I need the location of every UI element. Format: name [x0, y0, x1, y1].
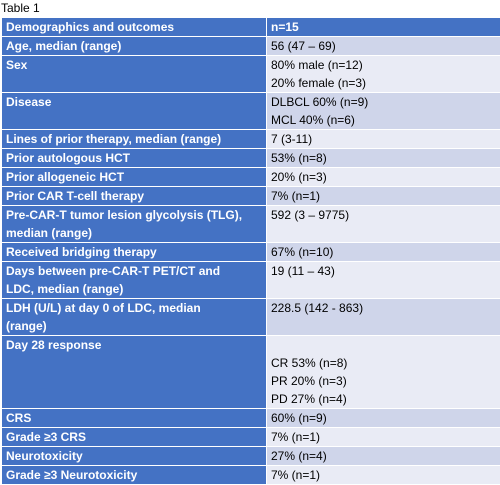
- row-label-cell: Prior CAR T-cell therapy: [2, 187, 267, 206]
- row-value-cell: 7% (n=1): [267, 187, 500, 206]
- row-value-cell: 67% (n=10): [267, 243, 500, 262]
- row-value-text: 7 (3-11): [271, 130, 496, 148]
- table-caption: Table 1: [1, 0, 40, 16]
- row-label-text: Grade ≥3 Neurotoxicity: [6, 466, 262, 484]
- table-row: Pre-CAR-T tumor lesion glycolysis (TLG),…: [2, 206, 500, 243]
- table-row: Prior autologous HCT 53% (n=8): [2, 149, 500, 168]
- row-label-text: LDH (U/L) at day 0 of LDC, median: [6, 299, 262, 317]
- row-label-text: Neurotoxicity: [6, 447, 262, 465]
- demographics-table: Demographics and outcomes n=15 Age, medi…: [1, 17, 500, 485]
- row-label-text: median (range): [6, 224, 262, 242]
- row-value-text: 60% (n=9): [271, 409, 496, 427]
- row-label-cell: Pre-CAR-T tumor lesion glycolysis (TLG),…: [2, 206, 267, 243]
- row-value-cell: 60% (n=9): [267, 409, 500, 428]
- row-label-cell: Received bridging therapy: [2, 243, 267, 262]
- row-label-text: Age, median (range): [6, 37, 262, 55]
- row-value-text: 27% (n=4): [271, 447, 496, 465]
- row-label-cell: Lines of prior therapy, median (range): [2, 130, 267, 149]
- row-value-text: 592 (3 – 9775): [271, 206, 496, 224]
- row-value-text: 7% (n=1): [271, 466, 496, 484]
- row-label-text: Pre-CAR-T tumor lesion glycolysis (TLG),: [6, 206, 262, 224]
- row-label-cell: Prior autologous HCT: [2, 149, 267, 168]
- header-label-cell: Demographics and outcomes: [2, 18, 267, 37]
- table-row: Disease DLBCL 60% (n=9)MCL 40% (n=6): [2, 93, 500, 130]
- row-label-text: Prior autologous HCT: [6, 149, 262, 167]
- row-value-text: 67% (n=10): [271, 243, 496, 261]
- table-body: Age, median (range) 56 (47 – 69) Sex 80% ma…: [2, 37, 500, 485]
- table-row: Received bridging therapy 67% (n=10): [2, 243, 500, 262]
- table-header-row: Demographics and outcomes n=15: [2, 18, 500, 37]
- row-label-cell: CRS: [2, 409, 267, 428]
- row-label-cell: Grade ≥3 CRS: [2, 428, 267, 447]
- table-row: Grade ≥3 CRS 7% (n=1): [2, 428, 500, 447]
- row-value-cell: 592 (3 – 9775): [267, 206, 500, 243]
- row-label-text: Lines of prior therapy, median (range): [6, 130, 262, 148]
- row-value-text: [271, 336, 496, 354]
- row-label-text: Disease: [6, 93, 262, 111]
- table-row: Neurotoxicity 27% (n=4): [2, 447, 500, 466]
- row-value-text: PR 20% (n=3): [271, 372, 496, 390]
- row-value-cell: 228.5 (142 - 863): [267, 299, 500, 336]
- row-value-cell: 27% (n=4): [267, 447, 500, 466]
- row-value-cell: 80% male (n=12)20% female (n=3): [267, 56, 500, 93]
- row-label-cell: Age, median (range): [2, 37, 267, 56]
- table-row: Sex 80% male (n=12)20% female (n=3): [2, 56, 500, 93]
- row-label-text: Day 28 response: [6, 336, 262, 354]
- row-value-cell: 7 (3-11): [267, 130, 500, 149]
- row-label-cell: Day 28 response: [2, 336, 267, 409]
- row-value-cell: 53% (n=8): [267, 149, 500, 168]
- row-value-cell: 20% (n=3): [267, 168, 500, 187]
- row-value-text: 228.5 (142 - 863): [271, 299, 496, 317]
- row-label-text: Days between pre-CAR-T PET/CT and: [6, 262, 262, 280]
- row-value-text: CR 53% (n=8): [271, 354, 496, 372]
- row-value-text: DLBCL 60% (n=9): [271, 93, 496, 111]
- row-value-text: 53% (n=8): [271, 149, 496, 167]
- row-value-text: 20% female (n=3): [271, 74, 496, 92]
- row-label-cell: Sex: [2, 56, 267, 93]
- table-row: Age, median (range) 56 (47 – 69): [2, 37, 500, 56]
- table-row: Grade ≥3 Neurotoxicity 7% (n=1): [2, 466, 500, 485]
- row-label-cell: Grade ≥3 Neurotoxicity: [2, 466, 267, 485]
- row-label-text: Prior CAR T-cell therapy: [6, 187, 262, 205]
- row-label-cell: Prior allogeneic HCT: [2, 168, 267, 187]
- header-count-cell: n=15: [267, 18, 500, 37]
- table-row: Prior allogeneic HCT 20% (n=3): [2, 168, 500, 187]
- table-row: Day 28 response CR 53% (n=8)PR 20% (n=3)P…: [2, 336, 500, 409]
- table-row: Prior CAR T-cell therapy 7% (n=1): [2, 187, 500, 206]
- row-label-text: Grade ≥3 CRS: [6, 428, 262, 446]
- row-value-text: 56 (47 – 69): [271, 37, 496, 55]
- row-value-text: PD 27% (n=4): [271, 390, 496, 408]
- row-label-text: LDC, median (range): [6, 280, 262, 298]
- row-label-text: Prior allogeneic HCT: [6, 168, 262, 186]
- row-label-cell: LDH (U/L) at day 0 of LDC, median(range): [2, 299, 267, 336]
- row-label-text: CRS: [6, 409, 262, 427]
- row-value-text: 20% (n=3): [271, 168, 496, 186]
- row-value-cell: 7% (n=1): [267, 428, 500, 447]
- table-row: LDH (U/L) at day 0 of LDC, median(range)…: [2, 299, 500, 336]
- row-value-text: 19 (11 – 43): [271, 262, 496, 280]
- row-value-cell: 7% (n=1): [267, 466, 500, 485]
- row-value-cell: 56 (47 – 69): [267, 37, 500, 56]
- row-label-text: Received bridging therapy: [6, 243, 262, 261]
- table-row: Lines of prior therapy, median (range) 7 …: [2, 130, 500, 149]
- row-value-cell: 19 (11 – 43): [267, 262, 500, 299]
- table-row: CRS 60% (n=9): [2, 409, 500, 428]
- row-value-cell: CR 53% (n=8)PR 20% (n=3)PD 27% (n=4): [267, 336, 500, 409]
- row-value-text: 7% (n=1): [271, 187, 496, 205]
- row-value-cell: DLBCL 60% (n=9)MCL 40% (n=6): [267, 93, 500, 130]
- row-label-cell: Disease: [2, 93, 267, 130]
- row-value-text: MCL 40% (n=6): [271, 111, 496, 129]
- row-label-text: (range): [6, 317, 262, 335]
- row-value-text: 80% male (n=12): [271, 56, 496, 74]
- row-label-text: Sex: [6, 56, 262, 74]
- row-label-cell: Neurotoxicity: [2, 447, 267, 466]
- row-value-text: 7% (n=1): [271, 428, 496, 446]
